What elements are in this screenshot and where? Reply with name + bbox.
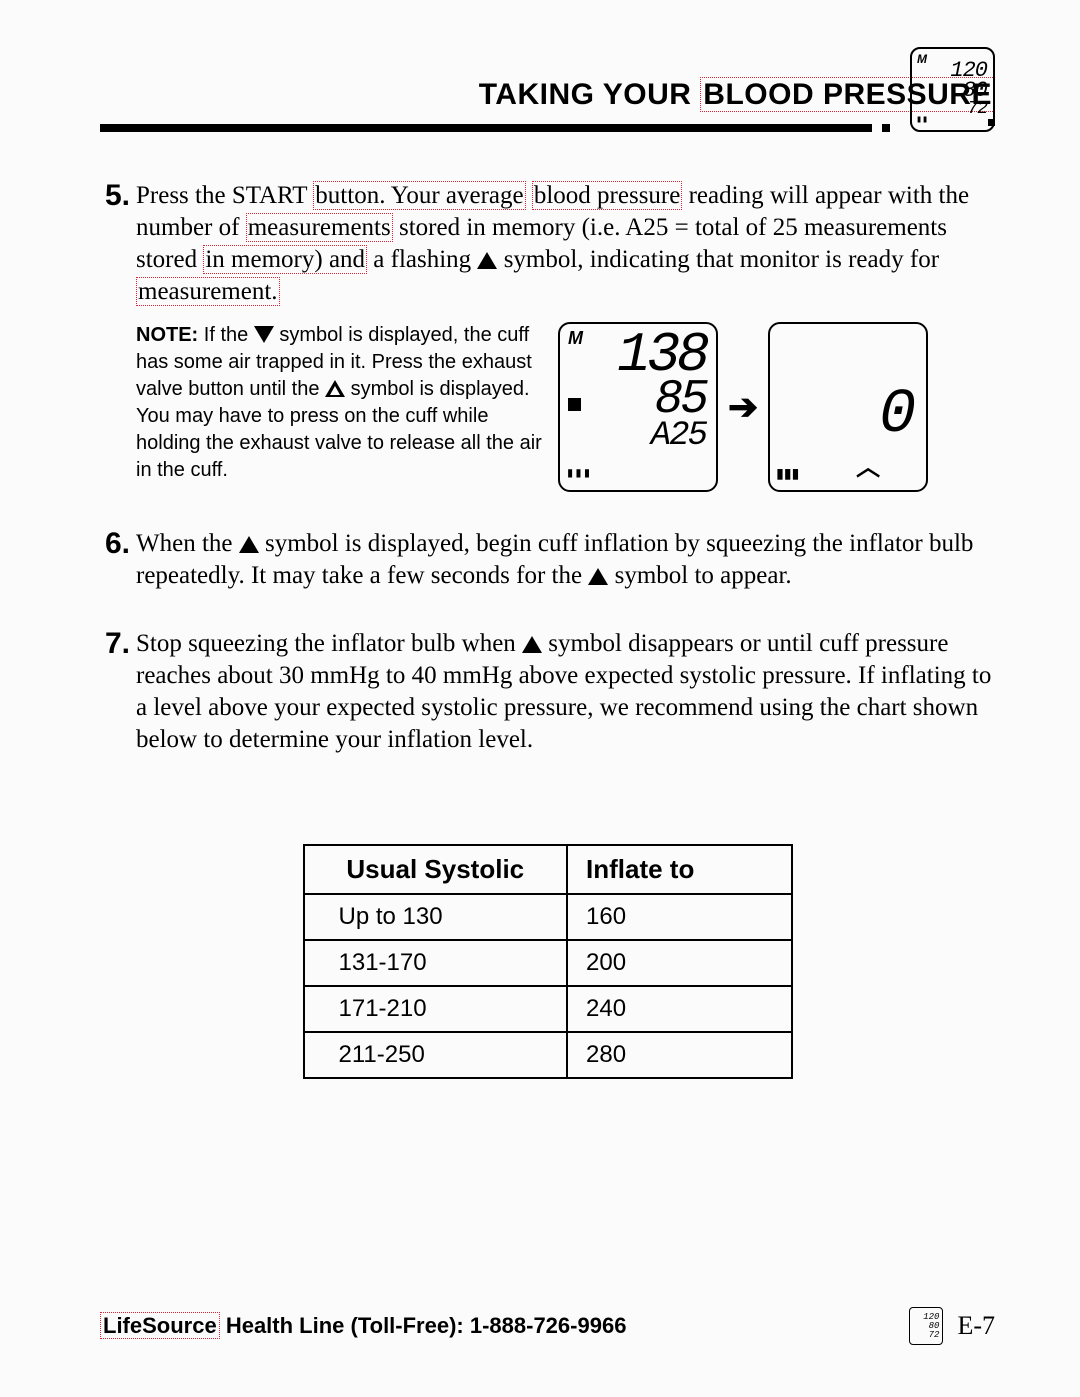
step-number: 7. [100, 628, 136, 756]
note-text: NOTE: If the symbol is displayed, the cu… [136, 322, 546, 484]
header-device-pulse: 72 [967, 101, 987, 117]
step-body: Press the START button. Your average blo… [136, 180, 995, 492]
step-body: When the symbol is displayed, begin cuff… [136, 528, 995, 592]
lcd-before: M 138 85 A25 ▮▮▮ [558, 322, 718, 492]
title-pre: TAKING YOUR [479, 78, 701, 111]
cell-systolic: Up to 130 [304, 894, 568, 940]
cell-inflate: 280 [567, 1032, 791, 1078]
lcd-zero: 0 [879, 379, 916, 450]
note-row: NOTE: If the symbol is displayed, the cu… [136, 322, 995, 492]
text: symbol to appear. [608, 562, 791, 589]
text [526, 182, 532, 209]
spellbox: measurements [246, 213, 393, 242]
page-header: TAKING YOUR BLOOD PRESSURE [100, 78, 995, 118]
table-header-row: Usual Systolic Inflate to [304, 845, 792, 894]
text: symbol is displayed, begin cuff inflatio… [136, 530, 973, 589]
indicator-icon [568, 398, 581, 411]
step-6: 6. When the symbol is displayed, begin c… [100, 528, 995, 592]
triangle-up-icon [522, 636, 542, 653]
cell-inflate: 160 [567, 894, 791, 940]
mini-pulse: 72 [913, 1331, 939, 1340]
manual-page: TAKING YOUR BLOOD PRESSURE M 120 80 72 ▮… [0, 0, 1080, 1397]
cell-systolic: 211-250 [304, 1032, 568, 1078]
step-5: 5. Press the START button. Your average … [100, 180, 995, 492]
table-row: Up to 130 160 [304, 894, 792, 940]
cell-inflate: 200 [567, 940, 791, 986]
cell-systolic: 171-210 [304, 986, 568, 1032]
steps: 5. Press the START button. Your average … [100, 180, 995, 756]
triangle-up-icon [588, 568, 608, 585]
col-inflate: Inflate to [567, 845, 791, 894]
triangle-up-icon [477, 252, 497, 269]
memory-icon: M [568, 328, 583, 349]
cell-inflate: 240 [567, 986, 791, 1032]
text: When the [136, 530, 239, 557]
section-title: TAKING YOUR BLOOD PRESSURE [100, 78, 995, 118]
footer-left: LifeSource Health Line (Toll-Free): 1-88… [100, 1313, 626, 1339]
inflation-table: Usual Systolic Inflate to Up to 130 160 … [303, 844, 793, 1079]
battery-icon: ▮▮▮ [776, 466, 799, 484]
col-systolic: Usual Systolic [304, 845, 568, 894]
battery-icon: ▮▮ [916, 114, 928, 126]
mini-device-icon: 120 80 72 [909, 1307, 943, 1345]
header-rule-bar [100, 124, 872, 132]
spellbox: measurement. [136, 277, 280, 306]
caret-up-icon: ︿ [856, 447, 880, 482]
header-device-icon: M 120 80 72 ▮▮ [910, 47, 995, 132]
table-row: 211-250 280 [304, 1032, 792, 1078]
brand-name: LifeSource [100, 1312, 220, 1339]
footer-text: Health Line (Toll-Free): 1-888-726-9966 [220, 1313, 627, 1338]
indicator-icon [988, 119, 995, 126]
cell-systolic: 131-170 [304, 940, 568, 986]
step-number: 6. [100, 528, 136, 592]
battery-icon: ▮▮▮ [566, 466, 591, 484]
header-rule: M 120 80 72 ▮▮ [100, 124, 995, 132]
triangle-up-icon [325, 380, 345, 397]
step-number: 5. [100, 180, 136, 492]
lcd-after: 0 ▮▮▮ ︿ [768, 322, 928, 492]
spellbox: in memory) and [203, 245, 367, 274]
text: symbol, indicating that monitor is ready… [497, 246, 939, 273]
lcd-mem: A25 [651, 421, 706, 452]
text: Press the START [136, 182, 313, 209]
note-label: NOTE: [136, 324, 198, 346]
table-row: 131-170 200 [304, 940, 792, 986]
triangle-up-icon [239, 536, 259, 553]
spellbox: button. Your average [313, 181, 525, 210]
page-footer: LifeSource Health Line (Toll-Free): 1-88… [100, 1307, 995, 1345]
lcd-dia: 85 [654, 380, 706, 421]
page-number: E-7 [957, 1311, 995, 1341]
memory-icon: M [917, 52, 927, 66]
step-body: Stop squeezing the inflator bulb when sy… [136, 628, 995, 756]
spellbox: blood pressure [532, 181, 683, 210]
header-device-dia: 80 [963, 81, 987, 101]
table-row: 171-210 240 [304, 986, 792, 1032]
header-rule-dot [882, 124, 890, 132]
text: a flashing [367, 246, 477, 273]
text: If the [198, 324, 254, 346]
triangle-down-icon [254, 326, 274, 343]
arrow-right-icon: ➔ [728, 384, 758, 430]
text: Stop squeezing the inflator bulb when [136, 630, 522, 657]
footer-right: 120 80 72 E-7 [909, 1307, 995, 1345]
step-7: 7. Stop squeezing the inflator bulb when… [100, 628, 995, 756]
